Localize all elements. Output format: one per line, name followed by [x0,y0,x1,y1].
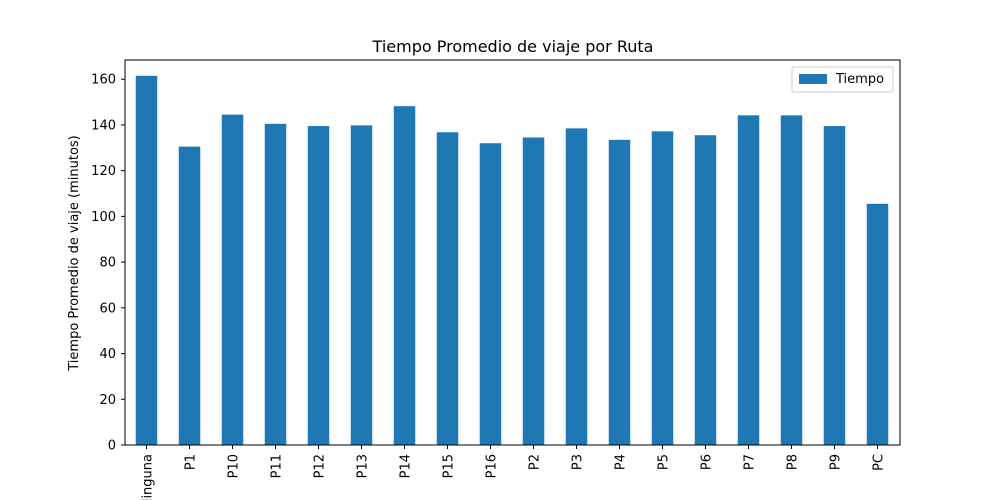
bar-P9 [823,126,846,445]
legend-swatch [799,74,827,84]
y-tick-label: 120 [91,164,116,179]
bar-P16 [479,143,502,445]
bar-P13 [350,125,373,445]
bar-P8 [780,115,803,445]
x-tick-label: P1 [184,454,199,470]
bar-P2 [522,137,545,445]
bar-P14 [393,106,416,446]
x-ticks-group: Ninguna P1 P10 P11 P12 P13 P14 P15 P16 P2 P3 P4 P5 P6… [141,445,887,500]
x-tick-label: P4 [614,454,629,470]
x-tick-label: P7 [743,454,758,470]
y-tick-label: 60 [99,301,116,316]
bar-P3 [565,128,588,446]
x-tick-label: Ninguna [141,454,156,500]
y-tick-label: 20 [99,393,116,408]
chart-title: Tiempo Promedio de viaje por Ruta [372,37,654,56]
legend-label: Tiempo [835,72,884,87]
bar-P5 [651,131,674,445]
y-tick-label: 80 [99,256,116,271]
y-ticks-group: 0 20 40 60 80 100 120 140 160 [91,73,125,454]
bar-P10 [221,114,244,445]
x-tick-label: P5 [657,454,672,470]
bar-P15 [436,132,459,446]
x-tick-label: P3 [571,454,586,470]
x-tick-label: P11 [270,454,285,478]
y-tick-label: 100 [91,210,116,225]
x-tick-label: P2 [528,454,543,470]
bar-P6 [694,135,717,445]
x-tick-label: P9 [829,454,844,470]
x-tick-label: P16 [485,454,500,478]
bar-PC [866,203,889,445]
x-tick-label: P10 [227,454,242,478]
x-tick-label: P14 [399,454,414,478]
bar-Ninguna [135,75,158,446]
y-tick-label: 40 [99,347,116,362]
x-tick-label: P6 [700,454,715,470]
x-tick-label: P15 [442,454,457,478]
bar-P1 [178,146,201,445]
bar-P7 [737,115,760,445]
bar-P4 [608,139,631,446]
x-tick-label: P8 [786,454,801,470]
bar-P12 [307,126,330,445]
plot-frame [124,59,901,446]
y-tick-label: 0 [108,439,116,454]
x-tick-label: P12 [313,454,328,478]
legend-box [791,66,894,93]
y-axis-label: Tiempo Promedio de viaje (minutos) [67,135,82,372]
y-tick-label: 160 [91,73,116,88]
legend: Tiempo [791,66,894,93]
x-tick-label: PC [872,454,887,471]
x-tick-label: P13 [356,454,371,478]
bars-group [135,75,889,446]
bar-P11 [264,123,287,445]
y-tick-label: 140 [91,118,116,133]
